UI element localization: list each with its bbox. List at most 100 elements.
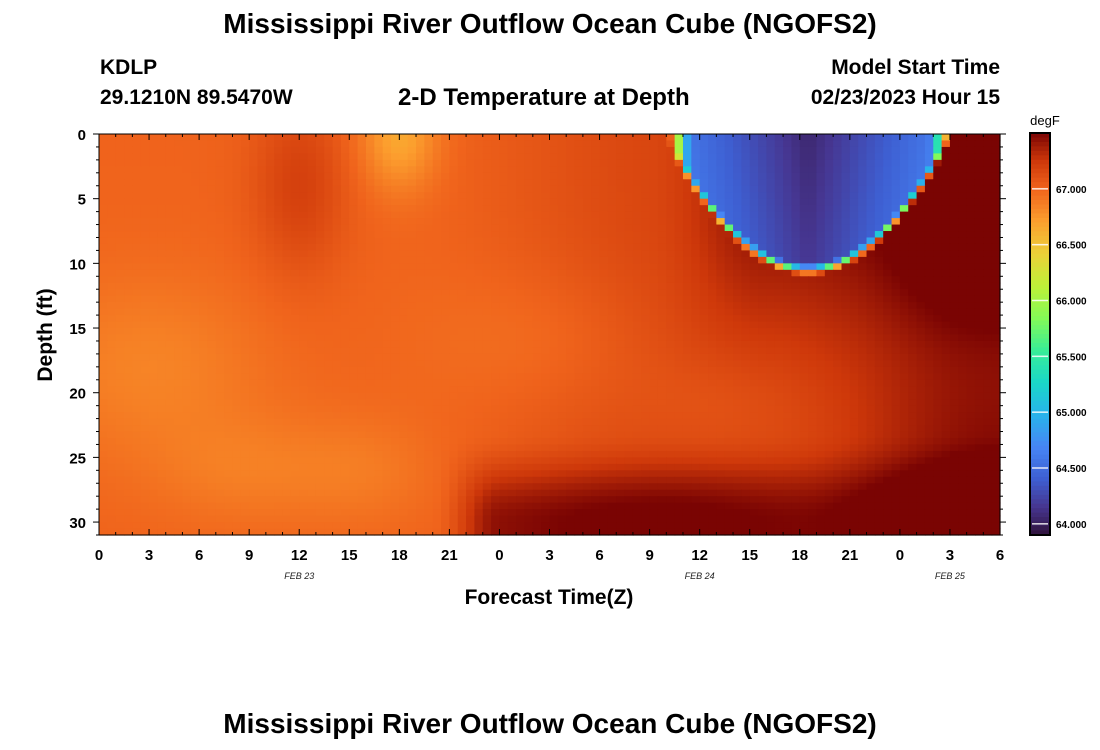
heatmap-cell bbox=[749, 231, 759, 239]
heatmap-cell bbox=[349, 366, 359, 374]
heatmap-cell bbox=[557, 146, 567, 155]
heatmap-cell bbox=[574, 198, 584, 206]
heatmap-cell bbox=[365, 159, 375, 167]
heatmap-cell bbox=[365, 315, 375, 323]
heatmap-cell bbox=[691, 315, 701, 323]
heatmap-cell bbox=[791, 328, 801, 336]
heatmap-cell bbox=[783, 166, 793, 174]
heatmap-cell bbox=[340, 353, 350, 361]
heatmap-cell bbox=[799, 295, 809, 303]
heatmap-cell bbox=[649, 224, 659, 232]
heatmap-cell bbox=[374, 192, 384, 200]
heatmap-cell bbox=[416, 218, 425, 226]
heatmap-cell bbox=[357, 328, 367, 336]
heatmap-cell bbox=[482, 405, 492, 413]
heatmap-cell bbox=[232, 243, 242, 252]
heatmap-cell bbox=[966, 302, 976, 310]
heatmap-cell bbox=[733, 289, 742, 297]
heatmap-cell bbox=[315, 231, 325, 239]
heatmap-cell bbox=[265, 231, 275, 239]
heatmap-cell bbox=[557, 185, 567, 193]
heatmap-cell bbox=[933, 179, 943, 187]
heatmap-cell bbox=[541, 134, 551, 142]
heatmap-cell bbox=[908, 256, 918, 264]
heatmap-cell bbox=[933, 308, 943, 316]
heatmap-cell bbox=[124, 334, 133, 342]
heatmap-cell bbox=[265, 392, 275, 400]
heatmap-cell bbox=[507, 353, 517, 361]
heatmap-cell bbox=[99, 269, 108, 277]
heatmap-cell bbox=[899, 218, 909, 226]
heatmap-cell bbox=[507, 289, 517, 297]
heatmap-cell bbox=[541, 392, 551, 400]
heatmap-cell bbox=[516, 185, 526, 193]
heatmap-cell bbox=[632, 179, 642, 187]
heatmap-cell bbox=[332, 386, 342, 394]
heatmap-cell bbox=[115, 399, 125, 407]
heatmap-cell bbox=[941, 340, 951, 349]
heatmap-cell bbox=[983, 334, 993, 342]
heatmap-cell bbox=[274, 166, 284, 174]
heatmap-cell bbox=[165, 334, 175, 342]
heatmap-cell bbox=[349, 392, 359, 400]
heatmap-cell bbox=[566, 243, 576, 252]
heatmap-cell bbox=[491, 418, 501, 426]
heatmap-cell bbox=[399, 205, 409, 213]
heatmap-cell bbox=[399, 185, 409, 193]
heatmap-cell bbox=[190, 159, 200, 167]
heatmap-cell bbox=[524, 340, 534, 349]
heatmap-cell bbox=[416, 198, 425, 206]
heatmap-cell bbox=[474, 360, 484, 368]
heatmap-cell bbox=[307, 412, 317, 420]
heatmap-cell bbox=[265, 373, 275, 381]
heatmap-cell bbox=[649, 218, 659, 226]
heatmap-cell bbox=[115, 140, 125, 148]
heatmap-cell bbox=[582, 289, 592, 297]
heatmap-cell bbox=[657, 315, 667, 323]
heatmap-cell bbox=[766, 412, 776, 420]
heatmap-cell bbox=[174, 308, 184, 316]
heatmap-cell bbox=[791, 302, 801, 310]
heatmap-cell bbox=[682, 412, 692, 420]
heatmap-cell bbox=[324, 276, 334, 284]
heatmap-cell bbox=[524, 250, 534, 258]
heatmap-cell bbox=[407, 386, 417, 394]
heatmap-cell bbox=[199, 218, 209, 226]
heatmap-cell bbox=[824, 308, 834, 316]
heatmap-cell bbox=[407, 379, 417, 387]
heatmap-cell bbox=[816, 321, 826, 329]
heatmap-cell bbox=[107, 231, 117, 239]
heatmap-cell bbox=[416, 153, 425, 161]
heatmap-cell bbox=[482, 250, 492, 258]
heatmap-cell bbox=[299, 250, 309, 258]
heatmap-cell bbox=[733, 315, 742, 323]
heatmap-cell bbox=[682, 366, 692, 374]
heatmap-cell bbox=[874, 256, 884, 264]
heatmap-cell bbox=[307, 218, 317, 226]
heatmap-cell bbox=[541, 269, 551, 277]
heatmap-cell bbox=[315, 237, 325, 245]
heatmap-cell bbox=[257, 315, 267, 323]
heatmap-cell bbox=[507, 153, 517, 161]
heatmap-cell bbox=[749, 392, 759, 400]
heatmap-cell bbox=[808, 360, 818, 368]
heatmap-cell bbox=[699, 366, 709, 374]
heatmap-cell bbox=[124, 224, 133, 232]
heatmap-cell bbox=[307, 140, 317, 148]
heatmap-cell bbox=[766, 224, 776, 232]
heatmap-cell bbox=[215, 263, 225, 271]
heatmap-cell bbox=[282, 276, 292, 284]
heatmap-cell bbox=[499, 172, 509, 180]
heatmap-cell bbox=[941, 153, 951, 161]
heatmap-cell bbox=[549, 198, 559, 206]
heatmap-cell bbox=[332, 295, 342, 303]
heatmap-cell bbox=[833, 146, 843, 155]
heatmap-cell bbox=[441, 295, 450, 303]
heatmap-cell bbox=[240, 269, 250, 277]
heatmap-cell bbox=[616, 418, 626, 426]
heatmap-cell bbox=[799, 185, 809, 193]
heatmap-cell bbox=[449, 146, 459, 155]
heatmap-cell bbox=[382, 321, 392, 329]
heatmap-cell bbox=[390, 134, 400, 142]
